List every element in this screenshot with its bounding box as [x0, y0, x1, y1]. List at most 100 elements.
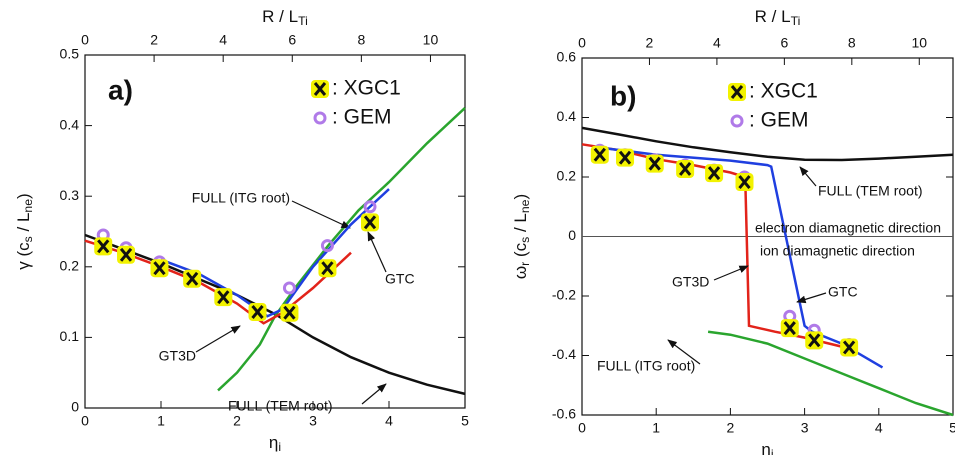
x-tick-label: 1: [157, 413, 165, 429]
x2-tick-label: 4: [219, 32, 227, 48]
curve-annotation: GTC: [828, 284, 858, 300]
data-point: [645, 154, 664, 173]
curve-annotation: GT3D: [672, 274, 709, 290]
label-part: η: [761, 440, 770, 455]
x2-axis-label: R / LTi: [262, 7, 308, 27]
subscript: i: [278, 440, 281, 454]
series-line: [160, 188, 390, 318]
marker-x: [842, 340, 856, 355]
marker-x: [97, 239, 110, 254]
x2-tick-label: 6: [780, 35, 788, 51]
x2-tick-label: 10: [423, 32, 439, 48]
annotation-arrow: [195, 325, 241, 353]
marker-x: [363, 215, 377, 230]
data-point: [214, 288, 233, 307]
data-point: [117, 245, 136, 264]
marker-x: [119, 247, 133, 262]
label-part: / L: [14, 213, 33, 237]
data-point: [280, 303, 299, 322]
annotation: electron diamagnetic direction: [755, 220, 941, 236]
data-point: [780, 319, 799, 338]
subscript: r: [518, 262, 532, 266]
data-point: [150, 259, 169, 278]
marker-x: [808, 333, 821, 348]
label-part: / L: [511, 213, 530, 237]
label-part: ): [14, 193, 33, 199]
marker-x: [618, 150, 632, 165]
label-part: R / L: [755, 7, 791, 26]
marker-x: [283, 305, 296, 320]
x2-tick-label: 0: [81, 32, 89, 48]
label-part: ): [511, 194, 530, 200]
marker-x: [678, 162, 692, 176]
data-point: [590, 145, 609, 164]
data-point: [616, 148, 635, 167]
annotation-arrow: [799, 166, 817, 187]
x2-tick-label: 10: [911, 35, 927, 51]
series-line: [84, 239, 352, 325]
data-point: [705, 164, 724, 183]
subscript: ne: [21, 199, 35, 213]
y-tick-label: 0.5: [60, 46, 80, 62]
curve-annotation: FULL (ITG root): [597, 358, 695, 374]
y-tick-label: -0.6: [552, 406, 576, 422]
subscript: i: [771, 447, 774, 455]
y-tick-label: 0.6: [557, 49, 577, 65]
marker-x: [251, 305, 264, 319]
x-tick-label: 1: [652, 420, 660, 436]
legend-label: : GEM: [332, 106, 392, 129]
x2-tick-label: 2: [150, 32, 158, 48]
series-line: [596, 146, 884, 369]
annotation-arrow: [667, 339, 701, 365]
y-tick-label: 0: [568, 227, 576, 243]
curve-annotation: GTC: [385, 271, 415, 287]
data-point: [248, 302, 267, 321]
data-point: [361, 213, 379, 232]
marker-x: [313, 82, 327, 96]
y-tick-label: -0.4: [552, 346, 576, 362]
y-tick-label: 0.3: [60, 187, 80, 203]
legend-marker: [730, 114, 744, 128]
x-tick-label: 3: [801, 420, 809, 436]
marker-x: [217, 290, 230, 305]
data-point: [805, 331, 824, 350]
subscript: s: [518, 237, 532, 243]
data-point: [282, 281, 296, 295]
x2-tick-label: 6: [288, 32, 296, 48]
x2-tick-label: 8: [848, 35, 856, 51]
y-axis-label: ωr (cs / Lne): [511, 194, 531, 279]
x-tick-label: 2: [727, 420, 735, 436]
x2-tick-label: 8: [357, 32, 365, 48]
annotation-arrow: [367, 231, 387, 273]
y-tick-label: 0: [71, 399, 79, 415]
panel-label: b): [610, 80, 636, 111]
x-tick-label: 4: [875, 420, 883, 436]
subscript: s: [21, 236, 35, 242]
data-point: [94, 237, 113, 256]
data-point: [676, 159, 695, 178]
marker-x: [783, 321, 796, 336]
marker-x: [186, 271, 199, 286]
data-point: [363, 200, 377, 214]
curve-annotation: FULL (ITG root): [192, 190, 290, 206]
label-part: γ (c: [14, 242, 33, 270]
marker-x: [648, 156, 661, 171]
annotation-arrow: [796, 292, 827, 304]
x-tick-label: 0: [578, 420, 586, 436]
annotation-arrow: [713, 265, 749, 281]
annotation: ion diamagnetic direction: [760, 243, 915, 259]
subscript: Ti: [298, 14, 308, 28]
annotation-arrow: [361, 383, 387, 405]
x-tick-label: 5: [461, 413, 469, 429]
data-point: [183, 269, 202, 288]
x2-tick-label: 2: [646, 35, 654, 51]
x2-axis-label: R / LTi: [755, 7, 801, 27]
series-line: [707, 330, 954, 417]
data-point: [735, 173, 754, 192]
curve-annotation: FULL (TEM root): [228, 398, 333, 414]
legend-label: : XGC1: [749, 80, 818, 103]
data-point: [840, 338, 859, 357]
label-part: η: [269, 433, 278, 452]
x-axis-label: ηi: [761, 440, 773, 455]
